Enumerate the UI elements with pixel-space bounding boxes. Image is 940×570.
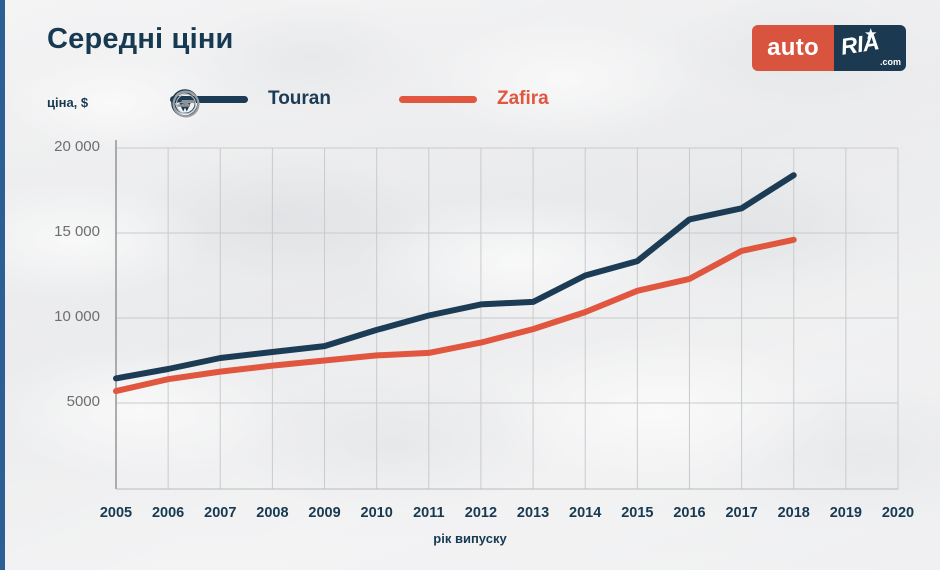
x-tick-label: 2007 xyxy=(204,505,237,521)
x-tick-label: 2006 xyxy=(151,505,185,521)
x-tick-label: 2018 xyxy=(777,505,810,521)
y-axis-unit-label: ціна, $ xyxy=(47,95,89,110)
legend-label-zafira: Zafira xyxy=(496,88,549,109)
x-tick-label: 2014 xyxy=(569,505,602,521)
y-tick-label: 5000 xyxy=(66,393,100,410)
series-line-zafira xyxy=(113,236,797,395)
legend-swatch-touran xyxy=(170,95,248,103)
x-tick-label: 2012 xyxy=(464,505,498,521)
x-tick-label: 2005 xyxy=(99,505,133,521)
legend-label-touran: Touran xyxy=(268,88,331,109)
x-tick-label: 2019 xyxy=(829,505,862,521)
legend-item-zafira[interactable]: Zafira xyxy=(172,88,549,118)
x-tick-label: 2020 xyxy=(881,505,915,521)
x-tick-label: 2011 xyxy=(413,505,445,521)
logo-ria-block: ★ RIA .com xyxy=(834,25,906,71)
x-tick-label: 2009 xyxy=(308,505,341,521)
logo-dotcom-text: .com xyxy=(879,57,901,67)
chart-legend: Touran Zafira xyxy=(170,88,549,118)
legend-swatch-zafira xyxy=(398,95,477,103)
y-tick-label: 20 000 xyxy=(54,138,100,155)
series-line-touran xyxy=(113,172,797,382)
x-axis-title: рік випуску xyxy=(433,531,507,546)
y-tick-label: 15 000 xyxy=(54,223,100,240)
x-tick-label: 2016 xyxy=(673,505,706,521)
x-tick-label: 2010 xyxy=(360,505,393,521)
star-icon: ★ xyxy=(864,26,878,43)
autoria-logo[interactable]: auto ★ RIA .com xyxy=(752,25,906,71)
x-tick-label: 2015 xyxy=(621,505,654,521)
page-title: Середні ціни xyxy=(47,23,234,55)
x-tick-label: 2017 xyxy=(725,505,758,521)
left-accent-bar xyxy=(0,0,5,570)
x-tick-label: 2008 xyxy=(256,505,289,521)
x-tick-label: 2013 xyxy=(516,505,550,521)
logo-auto-text: auto xyxy=(752,25,834,71)
y-tick-label: 10 000 xyxy=(54,308,100,325)
